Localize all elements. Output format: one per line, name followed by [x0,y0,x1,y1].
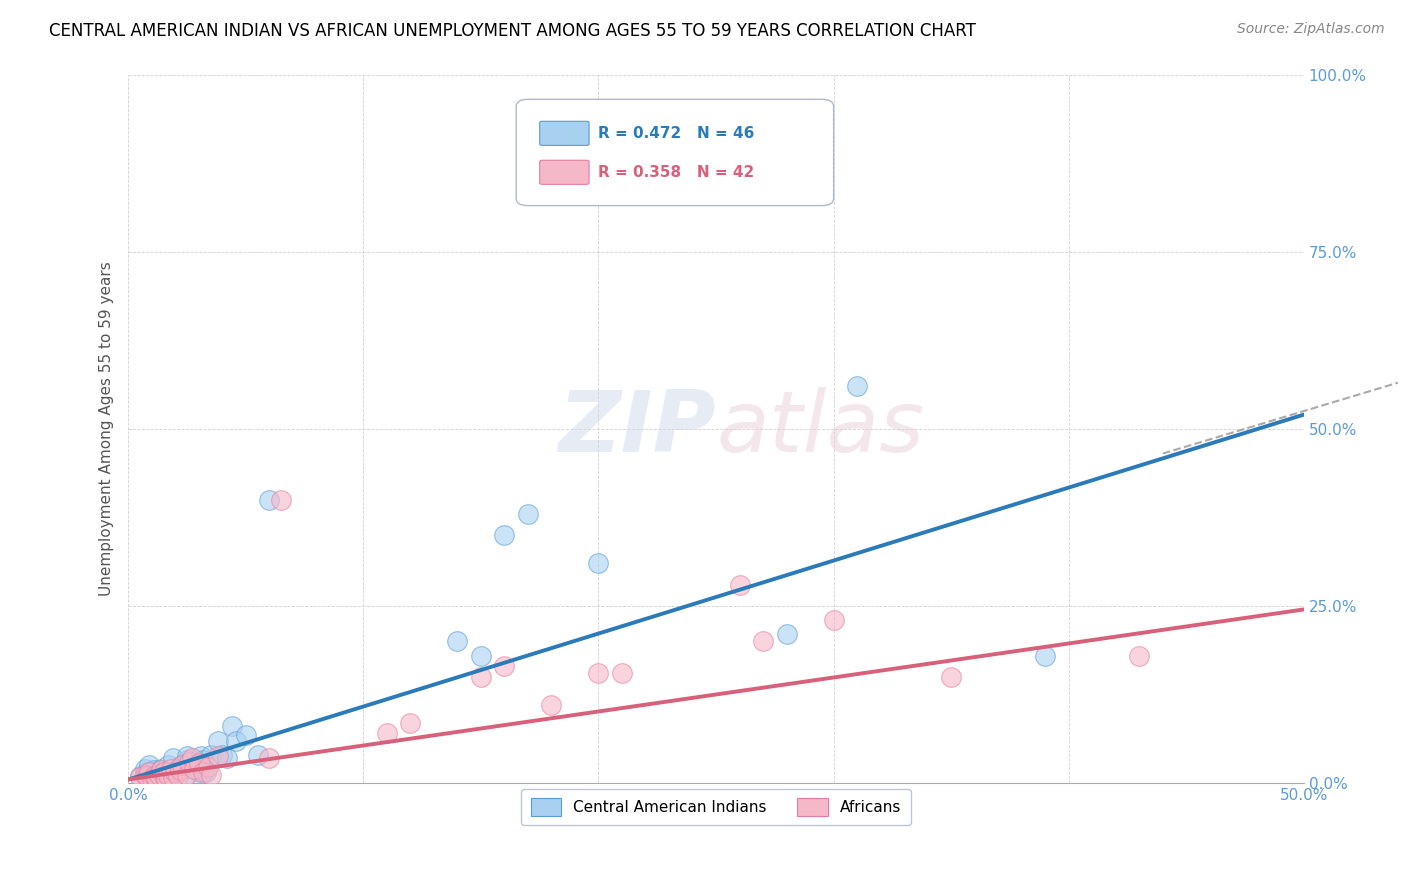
Point [194,765,217,780]
Point [155,772,177,787]
Point [155,770,177,784]
Point [179,755,201,769]
Point [211,747,233,762]
Point [141,772,163,787]
Legend: Central American Indians, Africans: Central American Indians, Africans [522,789,911,825]
Point [846,379,869,393]
Point [270,492,292,507]
Point [162,770,184,784]
Point [588,557,610,571]
Point [159,762,181,776]
Point [187,758,209,772]
Point [152,769,174,783]
Point [173,769,195,783]
FancyBboxPatch shape [540,121,589,145]
Point [588,666,610,681]
Point [193,765,215,780]
Point [150,764,173,778]
Point [197,760,219,774]
Point [162,751,184,765]
Point [150,762,173,776]
Point [136,769,159,783]
Point [141,772,163,787]
Point [157,767,180,781]
Point [516,507,538,521]
Point [138,758,160,772]
Point [187,765,209,780]
Point [134,762,156,776]
Point [172,758,194,772]
FancyBboxPatch shape [540,161,589,185]
Point [183,762,205,776]
Point [446,634,468,648]
Text: Source: ZipAtlas.com: Source: ZipAtlas.com [1237,22,1385,37]
Point [494,528,516,542]
Text: CENTRAL AMERICAN INDIAN VS AFRICAN UNEMPLOYMENT AMONG AGES 55 TO 59 YEARS CORREL: CENTRAL AMERICAN INDIAN VS AFRICAN UNEMP… [49,22,976,40]
Point [200,747,222,762]
Point [145,770,167,784]
Point [728,577,751,591]
Point [193,753,215,767]
Point [823,613,845,627]
Point [187,756,209,771]
Point [169,764,191,778]
Y-axis label: Unemployment Among Ages 55 to 59 years: Unemployment Among Ages 55 to 59 years [100,261,114,596]
Point [129,770,152,784]
Point [540,698,562,712]
Point [148,772,170,787]
Point [225,733,247,747]
Point [775,627,797,641]
Point [200,767,222,781]
Point [157,758,180,772]
Point [143,769,166,783]
Point [259,492,281,507]
Point [939,670,962,684]
Point [172,758,194,772]
Point [190,749,212,764]
Point [152,765,174,780]
Point [246,747,269,762]
Point [176,767,198,781]
Point [141,769,163,783]
Point [166,769,188,783]
Point [207,733,229,747]
Point [180,751,202,765]
Point [375,726,398,740]
Point [215,751,238,765]
FancyBboxPatch shape [516,99,834,205]
Point [259,751,281,765]
Point [165,767,187,781]
Point [159,765,181,780]
Text: atlas: atlas [716,387,924,470]
Point [165,765,187,780]
Point [1033,648,1056,663]
Point [235,728,257,742]
Point [138,765,160,780]
Point [207,749,229,764]
Point [470,648,492,663]
Point [166,764,188,778]
Point [221,719,243,733]
Point [1128,648,1150,663]
Point [169,760,191,774]
Point [134,767,156,781]
Point [152,769,174,783]
Point [129,769,152,783]
Point [148,767,170,781]
Point [136,765,159,780]
Point [610,666,633,681]
Point [752,634,775,648]
Point [494,659,516,673]
Text: R = 0.358   N = 42: R = 0.358 N = 42 [599,165,755,180]
Point [176,749,198,764]
Text: R = 0.472   N = 46: R = 0.472 N = 46 [599,126,755,141]
Point [152,765,174,780]
Point [148,767,170,781]
Point [145,770,167,784]
Point [399,715,422,730]
Point [470,670,492,684]
Point [176,753,198,767]
Text: ZIP: ZIP [558,387,716,470]
Point [143,764,166,778]
